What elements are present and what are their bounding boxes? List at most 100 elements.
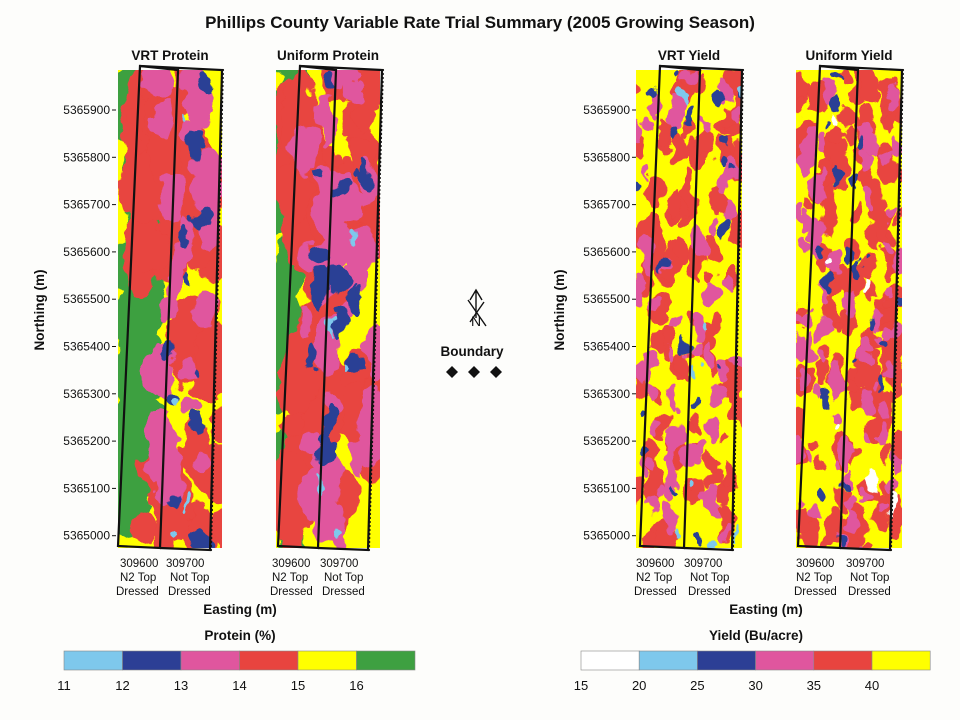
map-patch [323, 130, 340, 149]
boundary-dot [740, 156, 743, 160]
boundary-dot [738, 240, 741, 244]
boundary-dot [892, 428, 896, 432]
map-patch [680, 70, 695, 82]
northing-tick: 5365500 [583, 292, 630, 306]
boundary-dot [736, 336, 739, 340]
map-patch [814, 453, 826, 475]
map-patch [796, 100, 804, 114]
boundary-dot [897, 240, 900, 244]
strip-label: Dressed [688, 586, 731, 598]
boundary-dot [210, 536, 213, 540]
boundary-dot [732, 540, 735, 544]
boundary-dot [214, 360, 217, 364]
map-patch [720, 199, 734, 222]
map-patch [797, 234, 811, 258]
boundary-dot [738, 232, 741, 236]
boundary-dot [214, 376, 217, 380]
boundary-dot [216, 280, 219, 284]
map-patch [844, 290, 857, 320]
map-patch [196, 150, 222, 210]
boundary-dot [371, 416, 374, 420]
map-patch [675, 403, 683, 416]
boundary-dot [210, 508, 214, 512]
boundary-dot [736, 348, 739, 352]
boundary-dot [898, 204, 901, 208]
boundary-dot [216, 296, 219, 300]
map-patch [170, 396, 179, 409]
boundary-dot [217, 240, 220, 244]
boundary-dot [895, 328, 898, 332]
boundary-dot [379, 152, 382, 156]
boundary-dot [219, 160, 222, 164]
easting-tick: 309700 [166, 558, 204, 570]
boundary-dot [218, 224, 221, 228]
boundary-dot [893, 392, 897, 396]
boundary-dot [897, 228, 901, 232]
boundary-legend-label: Boundary [440, 344, 503, 359]
map-patch [825, 250, 840, 275]
boundary-dot [892, 444, 895, 448]
boundary-dot [734, 416, 737, 420]
boundary-dot [892, 436, 895, 440]
boundary-dot [890, 520, 893, 524]
map-title-uniform-protein: Uniform Protein [277, 48, 379, 63]
boundary-dot [893, 412, 896, 416]
boundary-dot [733, 452, 737, 456]
boundary-dot [900, 116, 903, 120]
boundary-dot [213, 408, 216, 412]
boundary-dot [890, 516, 893, 520]
map-patch [642, 169, 649, 178]
northing-tick: 5365600 [63, 245, 110, 259]
boundary-dot [370, 452, 373, 456]
boundary-dot [378, 180, 381, 184]
boundary-dot [733, 480, 736, 484]
boundary-dot [896, 296, 899, 300]
boundary-dot [211, 476, 214, 480]
boundary-dot [213, 392, 216, 396]
boundary-dot [210, 524, 213, 528]
map-patch [722, 272, 734, 293]
boundary-dot [213, 404, 216, 408]
map-patch [822, 183, 829, 199]
boundary-dot [894, 376, 897, 380]
boundary-dot [381, 76, 384, 80]
protein-legend: 11 12 13 14 15 16 [57, 650, 416, 693]
boundary-dot [893, 388, 897, 392]
map-patch [702, 116, 716, 130]
map-patch [877, 73, 892, 89]
boundary-dot [899, 164, 902, 168]
boundary-dot [737, 288, 740, 292]
boundary-dot [210, 512, 213, 516]
boundary-dot [378, 172, 382, 176]
map-patch [705, 453, 717, 472]
boundary-dot [736, 344, 739, 348]
boundary-dot [210, 532, 213, 536]
strip-label: Dressed [270, 586, 313, 598]
map-patch [653, 420, 665, 434]
map-patch [715, 358, 730, 377]
boundary-dot [378, 188, 381, 192]
boundary-dot [735, 388, 738, 392]
boundary-dot [736, 332, 739, 336]
strip-label: N2 Top [796, 572, 832, 584]
map-patch [844, 376, 860, 393]
easting-label-right: Easting (m) [729, 602, 803, 617]
map-patch [644, 434, 659, 468]
boundary-dot [381, 88, 384, 92]
boundary-dot [381, 80, 384, 84]
map-patch [194, 218, 202, 226]
map-patch [692, 413, 703, 433]
boundary-dot [893, 408, 896, 412]
diamond-icon [468, 366, 480, 378]
map-patch [181, 397, 200, 419]
boundary-dot [737, 296, 740, 300]
north-arrow-letter: N [471, 313, 481, 329]
boundary-dot [374, 324, 377, 328]
boundary-dot [380, 124, 383, 128]
boundary-dot [897, 256, 900, 260]
boundary-dot [739, 176, 742, 180]
boundary-dot [372, 384, 375, 388]
boundary-dot [732, 536, 735, 540]
strip-label: Not Top [170, 572, 209, 584]
